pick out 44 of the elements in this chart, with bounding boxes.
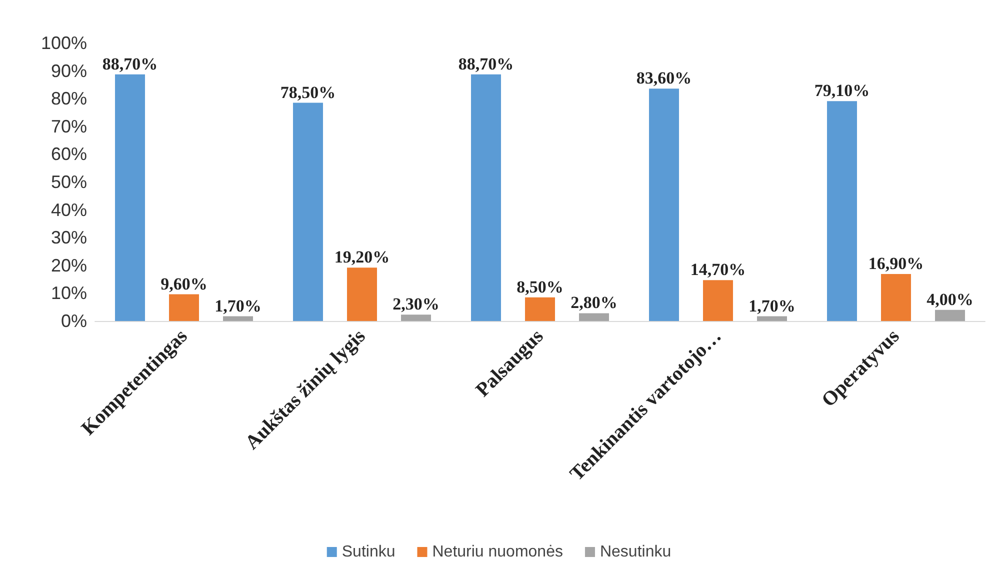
legend-label: Sutinku bbox=[342, 544, 396, 560]
bar bbox=[169, 294, 199, 321]
bar bbox=[579, 313, 609, 321]
data-label: 16,90% bbox=[868, 254, 924, 274]
bar bbox=[827, 101, 857, 321]
data-label: 2,30% bbox=[392, 294, 440, 314]
legend-label: Nesutinku bbox=[600, 544, 672, 560]
data-label: 1,70% bbox=[214, 296, 262, 316]
data-label: 9,60% bbox=[160, 274, 208, 294]
bar bbox=[757, 316, 787, 321]
y-tick-label: 20% bbox=[50, 255, 87, 276]
bar bbox=[881, 274, 911, 321]
data-label: 2,80% bbox=[570, 293, 618, 312]
y-tick-label: 80% bbox=[50, 88, 87, 109]
y-tick-label: 0% bbox=[60, 311, 87, 331]
bar bbox=[347, 268, 377, 321]
bar bbox=[115, 74, 145, 321]
bar bbox=[223, 316, 253, 321]
bar bbox=[471, 74, 501, 321]
data-label: 78,50% bbox=[280, 82, 336, 102]
data-label: 83,60% bbox=[636, 68, 692, 88]
bar bbox=[649, 88, 679, 321]
bar bbox=[525, 297, 555, 321]
legend-label: Neturiu nuomonės bbox=[432, 544, 563, 560]
bar bbox=[293, 102, 323, 321]
data-label: 19,20% bbox=[334, 248, 390, 267]
y-tick-label: 30% bbox=[50, 228, 87, 248]
data-label: 8,50% bbox=[516, 277, 564, 296]
data-label: 4,00% bbox=[926, 290, 974, 309]
data-label: 1,70% bbox=[748, 296, 796, 316]
bar bbox=[703, 280, 733, 321]
bar bbox=[935, 310, 965, 321]
bar bbox=[401, 314, 431, 321]
y-tick-label: 70% bbox=[50, 116, 87, 136]
y-tick-label: 60% bbox=[50, 144, 87, 164]
y-tick-label: 90% bbox=[50, 60, 87, 81]
data-label: 79,10% bbox=[814, 81, 870, 100]
y-tick-label: 10% bbox=[50, 283, 87, 304]
data-label: 88,70% bbox=[458, 54, 514, 74]
y-tick-label: 40% bbox=[50, 200, 87, 220]
data-label: 88,70% bbox=[102, 54, 158, 74]
data-label: 14,70% bbox=[690, 260, 746, 280]
y-tick-label: 50% bbox=[50, 172, 87, 192]
y-tick-label: 100% bbox=[40, 33, 87, 53]
